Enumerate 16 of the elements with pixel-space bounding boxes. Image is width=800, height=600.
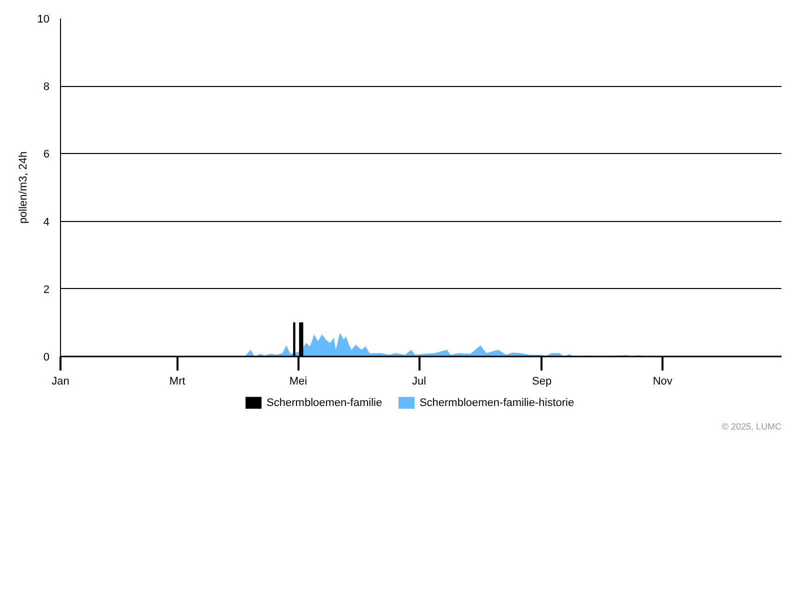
y-tick-label: 4	[43, 216, 50, 228]
x-tick-label: Jul	[412, 376, 426, 388]
y-tick-label: 2	[43, 284, 50, 296]
y-tick-label: 0	[43, 352, 50, 364]
x-tick-label: Mei	[289, 376, 308, 388]
y-tick-label: 6	[43, 148, 50, 161]
y-tick-label: 8	[43, 81, 50, 94]
x-tick-label: Mrt	[169, 376, 186, 388]
x-tick-label: Sep	[532, 376, 552, 388]
x-tick-label: Jan	[52, 376, 70, 388]
legend-label: Schermbloemen-familie-historie	[419, 396, 574, 409]
x-tick-label: Nov	[652, 376, 673, 388]
y-axis-title: pollen/m3, 24h	[17, 151, 30, 224]
legend-label: Schermbloemen-familie	[266, 396, 382, 409]
y-tick-label: 10	[37, 14, 50, 26]
text: © 2025, LUMC	[722, 422, 782, 432]
